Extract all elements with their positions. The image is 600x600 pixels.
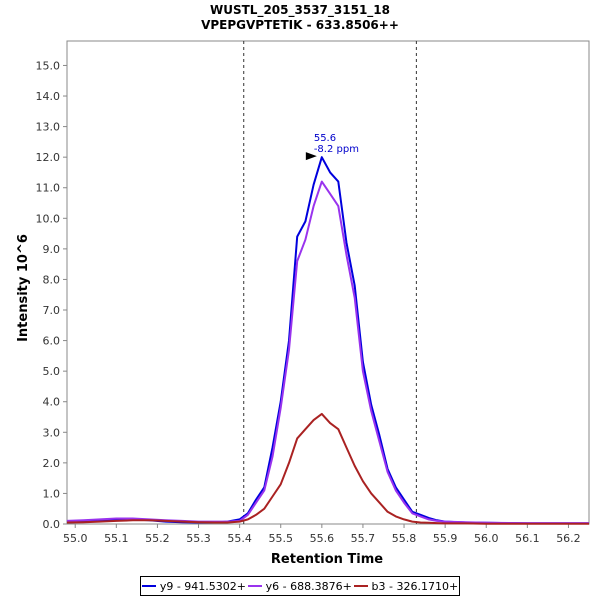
- legend-label: y6 - 688.3876+: [265, 579, 352, 593]
- peak-annotation: 55.6-8.2 ppm: [305, 133, 359, 161]
- y-tick-label: 3.0: [43, 426, 61, 439]
- y-tick-label: 6.0: [43, 335, 61, 348]
- y-tick-label: 0.0: [43, 518, 61, 531]
- peak-annotation-time: 55.6: [314, 133, 336, 144]
- x-tick-label: 56.0: [474, 532, 499, 545]
- x-tick-label: 55.4: [227, 532, 252, 545]
- x-tick-label: 55.1: [104, 532, 129, 545]
- peak-boundaries: [243, 41, 417, 524]
- peak-marker-arrow: [305, 152, 317, 161]
- x-tick-label: 55.3: [186, 532, 211, 545]
- legend-swatch: [247, 585, 262, 587]
- y-tick-label: 13.0: [36, 121, 61, 134]
- y-tick-label: 12.0: [36, 151, 61, 164]
- x-tick-label: 55.2: [145, 532, 170, 545]
- legend-label: y9 - 941.5302+: [159, 579, 247, 593]
- x-tick-label: 55.5: [268, 532, 293, 545]
- x-tick-label: 55.9: [433, 532, 458, 545]
- legend-item: y6 - 688.3876+: [247, 579, 352, 593]
- series-layer: [66, 156, 589, 525]
- y-tick-label: 10.0: [36, 212, 61, 225]
- legend-item: y9 - 941.5302+: [141, 579, 247, 593]
- x-axis-label: Retention Time: [271, 552, 383, 567]
- y-tick-label: 14.0: [36, 90, 61, 103]
- axes-layer: 0.0 1.0 2.0 3.0 4.0 5.0 6.0 7.0 8.0 9.0 10.0 11.0 12…: [36, 40, 590, 545]
- y-tick-label: 5.0: [43, 365, 61, 378]
- legend-label: b3 - 326.1710+: [371, 579, 459, 593]
- plot-area: [66, 40, 590, 525]
- y-tick-label: 4.0: [43, 396, 61, 409]
- y-tick-label: 9.0: [43, 243, 61, 256]
- y-tick-label: 8.0: [43, 273, 61, 286]
- x-tick-label: 56.1: [515, 532, 540, 545]
- y-tick-label: 7.0: [43, 304, 61, 317]
- legend-swatch: [353, 585, 368, 587]
- x-tick-label: 55.6: [310, 532, 335, 545]
- y-axis-label: Intensity 10^6: [16, 234, 31, 342]
- chromatogram-plot: 0.0 1.0 2.0 3.0 4.0 5.0 6.0 7.0 8.0 9.0 10.0 11.0 12…: [16, 40, 590, 567]
- y-tick-label: 2.0: [43, 457, 61, 470]
- x-tick-label: 56.2: [556, 532, 581, 545]
- peak-annotation-ppm: -8.2 ppm: [314, 144, 359, 155]
- y-tick-label: 15.0: [36, 59, 61, 72]
- y-tick-label: 1.0: [43, 487, 61, 500]
- x-tick-label: 55.0: [63, 532, 88, 545]
- legend-item: b3 - 326.1710+: [353, 579, 459, 593]
- y-tick-label: 11.0: [36, 182, 61, 195]
- x-tick-label: 55.7: [351, 532, 376, 545]
- legend-swatch: [141, 585, 156, 587]
- series-line-b3: [66, 412, 589, 525]
- legend: y9 - 941.5302+ y6 - 688.3876+ b3 - 326.171…: [140, 576, 460, 596]
- chart-title: WUSTL_205_3537_3151_18: [210, 3, 390, 17]
- x-tick-label: 55.8: [392, 532, 417, 545]
- chart-subtitle: VPEPGVPTETIK - 633.8506++: [201, 18, 399, 32]
